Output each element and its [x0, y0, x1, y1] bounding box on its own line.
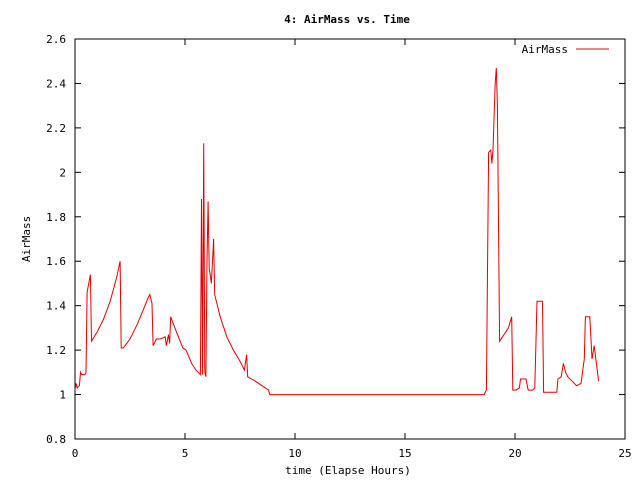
y-axis: 0.8 1 1.2 1.4 1.6 1.8 2 2.2 2.4 2.6	[46, 33, 625, 446]
x-tick-label: 15	[398, 447, 411, 460]
y-tick-label: 1.2	[46, 344, 66, 357]
y-tick-label: 2.2	[46, 122, 66, 135]
y-tick-label: 2	[59, 166, 66, 179]
y-tick-label: 2.4	[46, 77, 66, 90]
legend-label: AirMass	[522, 43, 568, 56]
plot-frame	[74, 38, 626, 440]
y-tick-label: 1.8	[46, 211, 66, 224]
y-axis-label: AirMass	[20, 216, 33, 262]
y-tick-label: 0.8	[46, 433, 66, 446]
series-line-airmass	[74, 67, 600, 396]
y-tick-label: 1.6	[46, 255, 66, 268]
x-tick-label: 0	[72, 447, 79, 460]
x-tick-label: 20	[508, 447, 521, 460]
x-tick-label: 25	[618, 447, 631, 460]
x-tick-label: 5	[182, 447, 189, 460]
x-tick-label: 10	[288, 447, 301, 460]
y-tick-label: 2.6	[46, 33, 66, 46]
x-axis-label: time (Elapse Hours)	[285, 464, 411, 477]
x-axis: 0 5 10 15 20 25	[72, 39, 632, 460]
y-tick-label: 1.4	[46, 300, 66, 313]
chart-title: 4: AirMass vs. Time	[284, 13, 410, 26]
y-tick-label: 1	[59, 389, 66, 402]
legend: AirMass	[522, 43, 609, 56]
